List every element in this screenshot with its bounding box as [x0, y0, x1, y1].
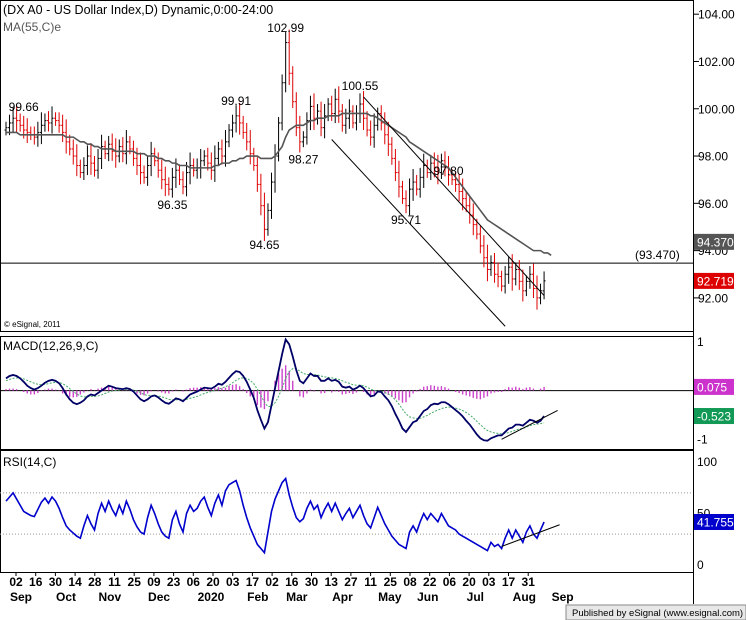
- price-tick-label: 102.00: [698, 55, 735, 69]
- x-month-label: Jul: [467, 590, 484, 604]
- x-month-label: Sep: [10, 590, 32, 604]
- x-day-label: 17: [246, 575, 260, 589]
- x-day-label: 20: [462, 575, 476, 589]
- macd-signal-line: [5, 368, 545, 435]
- x-day-label: 06: [187, 575, 201, 589]
- price-annotation: 99.66: [9, 100, 39, 114]
- x-day-label: 28: [88, 575, 102, 589]
- level-line-label: (93.470): [635, 248, 680, 262]
- x-day-label: 31: [522, 575, 536, 589]
- x-day-label: 03: [226, 575, 240, 589]
- price-annotation: 96.35: [157, 198, 187, 212]
- rsi-badge-bg: [694, 513, 734, 530]
- ma55-line: [6, 112, 552, 257]
- price-annotation: 99.91: [221, 94, 251, 108]
- chart-title: (DX A0 - US Dollar Index,D) Dynamic,0:00…: [3, 3, 273, 17]
- x-day-label: 23: [167, 575, 181, 589]
- x-month-label: Jun: [417, 590, 438, 604]
- x-day-label: 25: [128, 575, 142, 589]
- x-day-label: 16: [29, 575, 43, 589]
- x-day-label: 06: [443, 575, 457, 589]
- x-month-label: May: [378, 590, 402, 604]
- copyright: © eSignal, 2011: [4, 320, 61, 329]
- channel-line: [363, 96, 545, 296]
- macd-tick-label: -1: [697, 432, 708, 446]
- x-day-label: 13: [325, 575, 339, 589]
- x-month-label: Nov: [99, 590, 122, 604]
- channel-line: [331, 139, 506, 327]
- x-month-label: Oct: [56, 590, 76, 604]
- price-badge-bg: [694, 272, 734, 289]
- rsi-line: [5, 476, 545, 555]
- rsi-badge-label: 41.755: [697, 515, 734, 529]
- macd-badge-bg: [694, 378, 734, 395]
- rsi-trendline: [501, 524, 560, 547]
- x-day-label: 09: [147, 575, 161, 589]
- x-axis: 02 16 30 14 28 11 25 09 23 06 20 03 17 02 16 30 13 27 11 25…: [9, 572, 574, 604]
- x-month-label: Aug: [513, 590, 536, 604]
- ma-label: MA(55,C)e: [3, 20, 61, 34]
- x-day-label: 11: [364, 575, 377, 589]
- price-tick-label: 104.00: [698, 8, 735, 22]
- x-month-label: Sep: [552, 590, 574, 604]
- price-panel: 104.00102.00100.0098.0096.0094.0092.00(9…: [0, 8, 735, 327]
- x-day-label: 16: [285, 575, 299, 589]
- macd-label: MACD(12,26,9,C): [3, 339, 98, 353]
- price-badge-label: 94.370: [697, 235, 734, 249]
- x-month-label: 2020: [198, 590, 225, 604]
- price-annotation: 97.80: [433, 164, 463, 178]
- macd-badge-label: 0.075: [697, 380, 727, 394]
- macd-panel-frame: [0, 336, 694, 450]
- macd-badge-bg: [694, 408, 734, 425]
- rsi-tick-label: 100: [697, 455, 717, 469]
- x-day-label: 30: [49, 575, 63, 589]
- publisher-box: [565, 604, 746, 620]
- price-annotation: 98.27: [288, 153, 318, 167]
- x-month-label: Mar: [286, 590, 308, 604]
- x-day-label: 02: [9, 575, 23, 589]
- x-day-label: 14: [68, 575, 82, 589]
- x-day-label: 25: [384, 575, 398, 589]
- x-day-label: 30: [305, 575, 319, 589]
- x-month-label: Apr: [332, 590, 353, 604]
- price-annotation: 102.99: [267, 21, 304, 35]
- x-day-label: 22: [423, 575, 437, 589]
- price-tick-label: 96.00: [698, 197, 728, 211]
- price-panel-frame: [0, 0, 694, 332]
- macd-badge-label: -0.523: [697, 410, 731, 424]
- macd-panel: 1 -1 0.075 -0.523: [0, 335, 734, 446]
- x-day-label: 03: [482, 575, 496, 589]
- rsi-label: RSI(14,C): [3, 455, 56, 469]
- macd-line: [5, 337, 545, 442]
- x-day-label: 17: [502, 575, 516, 589]
- price-badge-bg: [694, 233, 734, 250]
- x-day-label: 08: [403, 575, 417, 589]
- macd-tick-label: 1: [697, 335, 704, 349]
- x-day-label: 11: [108, 575, 121, 589]
- macd-trendline: [501, 410, 558, 440]
- x-day-label: 20: [206, 575, 220, 589]
- price-tick-label: 92.00: [698, 291, 728, 305]
- price-tick-label: 100.00: [698, 102, 735, 116]
- publisher-text: Published by eSignal (www.esignal.com): [572, 608, 743, 619]
- price-annotation: 95.71: [391, 213, 421, 227]
- rsi-tick-label: 0: [697, 558, 704, 572]
- x-month-label: Dec: [148, 590, 170, 604]
- price-annotation: 100.55: [342, 79, 379, 93]
- price-badge-label: 92.719: [697, 274, 734, 288]
- x-month-label: Feb: [247, 590, 268, 604]
- price-tick-label: 98.00: [698, 150, 728, 164]
- price-annotation: 94.65: [249, 238, 279, 252]
- x-day-label: 27: [344, 575, 358, 589]
- x-day-label: 02: [265, 575, 279, 589]
